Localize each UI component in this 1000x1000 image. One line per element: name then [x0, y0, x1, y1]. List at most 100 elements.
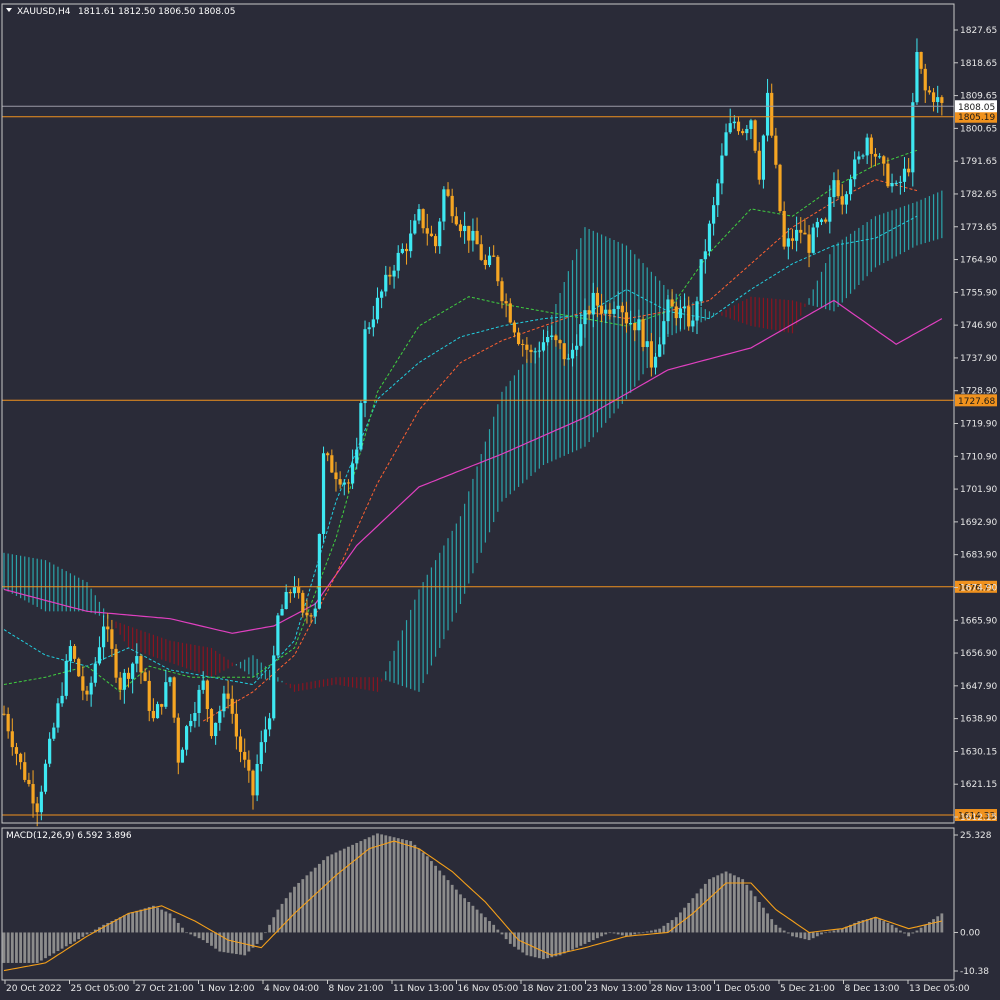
candle-body	[844, 194, 849, 205]
current-price-tag	[955, 100, 997, 113]
macd-histogram-bar	[546, 932, 550, 959]
candle-body	[595, 292, 600, 306]
macd-histogram-bar	[189, 932, 193, 935]
macd-histogram-bar	[820, 932, 823, 935]
time-tick-label: 5 Dec 21:00	[780, 984, 835, 994]
candle-body	[724, 132, 728, 156]
macd-histogram-bar	[355, 842, 359, 933]
candle-body	[238, 736, 243, 752]
candle-body	[101, 626, 106, 648]
candle-body	[151, 710, 155, 719]
candle-body	[226, 693, 230, 699]
macd-histogram-bar	[616, 932, 620, 935]
price-tick-label: 1683.90	[960, 551, 997, 561]
candle-body	[815, 221, 819, 228]
macd-histogram-bar	[803, 932, 807, 940]
candle-body	[795, 229, 799, 241]
macd-histogram-bar	[342, 848, 346, 933]
macd-histogram-bar	[886, 922, 890, 933]
macd-histogram-bar	[44, 932, 47, 959]
macd-histogram-bar	[139, 909, 143, 933]
macd-histogram-bar	[156, 907, 159, 933]
macd-histogram-bar	[438, 870, 442, 933]
candle-body	[338, 479, 342, 485]
candle-body	[521, 344, 525, 346]
candle-body	[222, 693, 226, 712]
candle-body	[367, 327, 371, 330]
macd-histogram-bar	[840, 928, 844, 933]
macd-histogram-bar	[620, 932, 624, 936]
candle-body	[687, 306, 691, 327]
macd-histogram-bar	[732, 875, 736, 933]
macd-histogram-bar	[93, 929, 97, 933]
macd-histogram-bar	[903, 932, 906, 934]
horizontal-levels[interactable]: 1805.19 1727.68 1676.71 1614.33 1808.05	[2, 100, 997, 822]
level-tag-label: 1805.19	[958, 113, 995, 123]
macd-histogram-bar	[612, 932, 616, 934]
macd-histogram-bar	[766, 913, 769, 933]
candle-body	[770, 92, 774, 136]
candle-body	[720, 155, 724, 184]
price-tick-label: 1665.90	[960, 616, 997, 626]
macd-histogram-bar	[450, 884, 454, 933]
macd-histogram-bar	[753, 896, 757, 933]
macd-histogram-bar	[35, 932, 39, 963]
macd-histogram-bar	[160, 909, 164, 933]
price-tick-label: 1612.15	[960, 813, 997, 823]
candle-body	[475, 230, 479, 245]
macd-histogram-bar	[762, 907, 765, 933]
candle-body	[915, 51, 919, 103]
candle-body	[533, 351, 537, 353]
candle-body	[741, 131, 745, 134]
candle-body	[18, 753, 23, 763]
candle-body	[31, 784, 35, 804]
price-tick-label: 1701.90	[960, 485, 997, 495]
macd-histogram-bar	[670, 920, 674, 933]
candle-body	[14, 747, 19, 754]
candle-body	[114, 648, 118, 678]
moving-average-line	[3, 299, 943, 634]
candle-body	[23, 762, 27, 780]
candle-body	[375, 297, 380, 320]
candle-body	[214, 722, 218, 737]
macd-histogram-bar	[874, 917, 877, 933]
candle-body	[653, 356, 658, 368]
candle-body	[309, 615, 313, 617]
time-tick-label: 18 Nov 21:00	[522, 984, 583, 994]
macd-histogram-bar	[226, 932, 230, 953]
macd-histogram-bar	[637, 932, 641, 934]
macd-histogram-bar	[770, 919, 774, 933]
macd-histogram-bar	[380, 834, 384, 933]
candles	[2, 38, 944, 827]
macd-histogram-bar	[338, 850, 342, 933]
dropdown-triangle-icon[interactable]	[6, 8, 12, 12]
candle-body	[267, 718, 272, 730]
candle-body	[72, 646, 77, 659]
candle-body	[48, 738, 52, 764]
candle-body	[716, 183, 720, 206]
candle-body	[649, 341, 653, 368]
candle-body	[778, 164, 782, 212]
candle-body	[865, 137, 869, 156]
candle-body	[848, 179, 853, 195]
candle-body	[587, 310, 591, 315]
macd-histogram-bar	[533, 932, 537, 958]
axes: 1827.65 1818.65 1809.65 1800.65 1791.65 1782.…	[1, 3, 997, 994]
macd-histogram-bar	[625, 932, 628, 937]
candle-body	[355, 449, 359, 464]
macd-histogram-bar	[579, 932, 583, 946]
candle-body	[409, 233, 413, 252]
price-tick-label: 1827.65	[960, 26, 997, 36]
candle-body	[429, 233, 434, 237]
macd-histogram-bar	[48, 932, 52, 956]
candle-body	[728, 123, 732, 133]
candle-body	[234, 713, 238, 737]
candle-body	[168, 677, 172, 683]
macd-histogram-bar	[757, 901, 761, 933]
ichimoku-cloud	[3, 190, 943, 692]
time-tick-label: 27 Oct 21:00	[135, 984, 194, 994]
macd-histogram-bar	[459, 894, 462, 933]
candle-body	[637, 319, 641, 331]
macd-histogram-bar	[898, 930, 902, 933]
